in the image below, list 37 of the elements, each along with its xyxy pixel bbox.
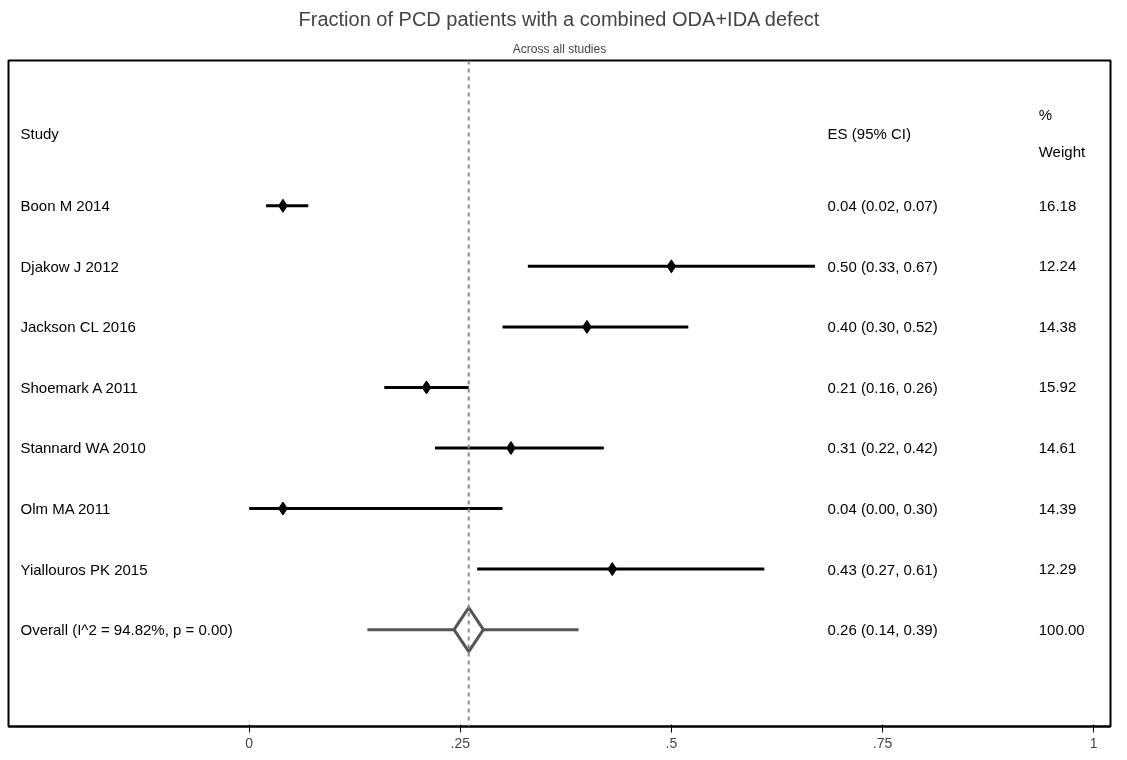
annotation: 0.04 (0.00, 0.30) (827, 500, 938, 518)
y-tick-label: Shoemark A 2011 (20, 378, 138, 396)
annotation: 0.26 (0.14, 0.39) (827, 621, 938, 639)
annotation: 0.43 (0.27, 0.61) (827, 560, 938, 578)
x-tick-label: 1 (1089, 734, 1098, 751)
x-tick-label: .75 (872, 734, 893, 751)
annotation: 100.00 (1038, 620, 1085, 638)
annotation: 0.50 (0.33, 0.67) (827, 257, 938, 275)
text: ES (95% CI) (827, 124, 911, 142)
annotation: 0.21 (0.16, 0.26) (827, 378, 938, 396)
annotation: 15.92 (1038, 378, 1077, 396)
y-tick-label: Jackson CL 2016 (20, 318, 136, 336)
annotation: 14.38 (1038, 317, 1077, 335)
point (421, 380, 432, 395)
x-tick-label: .25 (450, 734, 471, 751)
annotation: 12.29 (1038, 560, 1077, 578)
y-tick-label: Overall (I^2 = 94.82%, p = 0.00) (20, 621, 233, 639)
annotation: 14.39 (1038, 499, 1077, 517)
y-tick-label: Djakow J 2012 (20, 257, 119, 275)
text: Study (20, 124, 60, 142)
x-tick-label: 0 (245, 734, 254, 751)
y-tick-label: Boon M 2014 (20, 197, 110, 215)
point (607, 562, 618, 577)
y-tick-label: Stannard WA 2010 (20, 439, 146, 457)
chart-subtitle: Across all studies (512, 41, 607, 56)
chart-title: Fraction of PCD patients with a combined ODA+IDA defect (298, 7, 820, 30)
annotation: 0.40 (0.30, 0.52) (827, 318, 938, 336)
annotation: 16.18 (1038, 196, 1077, 214)
annotation: 12.24 (1038, 257, 1077, 275)
x-tick-label: .5 (665, 734, 678, 751)
text: % Weight (1038, 105, 1086, 161)
annotation: 14.61 (1038, 438, 1077, 456)
y-tick-label: Yiallouros PK 2015 (20, 560, 148, 578)
point (666, 259, 677, 274)
annotation: 0.31 (0.22, 0.42) (827, 439, 938, 457)
y-tick-label: Olm MA 2011 (20, 500, 111, 518)
annotation: 0.04 (0.02, 0.07) (827, 197, 938, 215)
